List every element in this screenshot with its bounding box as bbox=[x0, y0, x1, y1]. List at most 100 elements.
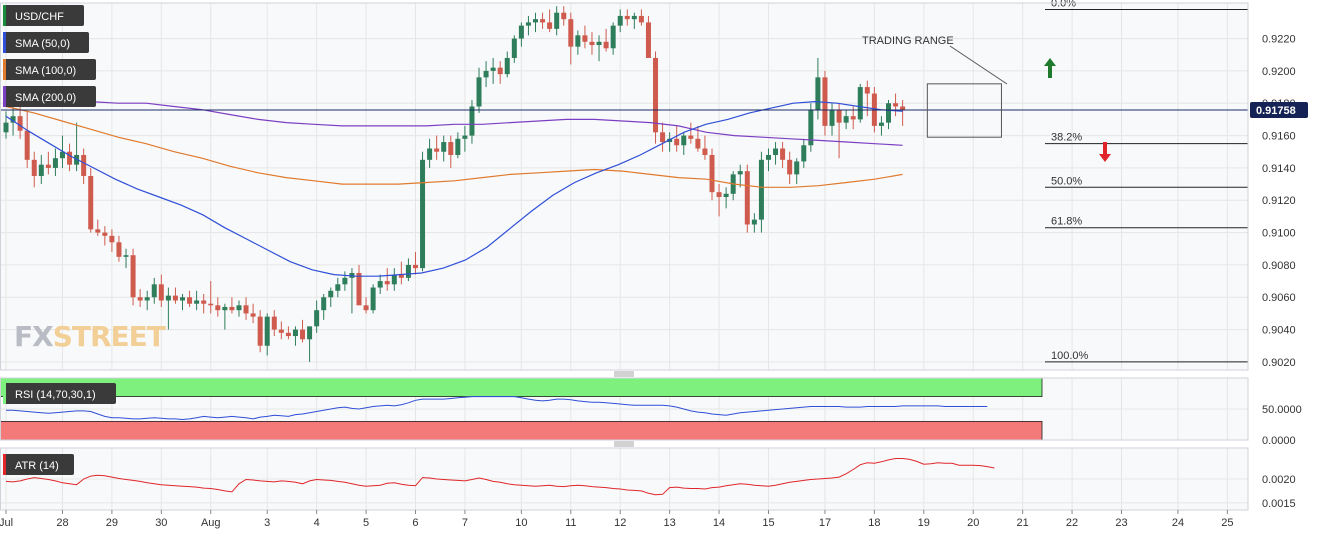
price-tick-label: 0.9200 bbox=[1262, 66, 1296, 78]
time-tick-label: 6 bbox=[412, 517, 418, 529]
candle-body bbox=[554, 12, 560, 29]
time-tick-label: 10 bbox=[515, 517, 527, 529]
breakdown-down-arrow-icon bbox=[1099, 142, 1111, 162]
candle-body bbox=[300, 329, 306, 340]
time-tick-label: Jul bbox=[0, 517, 13, 529]
atr-panel: 0.0020 0.0015 bbox=[0, 447, 1296, 511]
candle-body bbox=[744, 171, 750, 225]
time-tick-label: 25 bbox=[1221, 517, 1233, 529]
rsi-tick-label: 0.0000 bbox=[1262, 435, 1296, 447]
candle-body bbox=[10, 116, 16, 123]
price-tick-label: 0.9100 bbox=[1262, 228, 1296, 240]
candle-body bbox=[123, 255, 129, 257]
candle-body bbox=[702, 148, 708, 155]
candle-body bbox=[45, 164, 51, 168]
candle-body bbox=[709, 154, 715, 193]
time-tick-label: 11 bbox=[565, 517, 576, 529]
candle-body bbox=[476, 77, 482, 107]
candle-body bbox=[758, 159, 764, 220]
candle-body bbox=[695, 138, 701, 149]
candle-body bbox=[836, 109, 842, 123]
time-tick-label: 3 bbox=[264, 517, 270, 529]
candle-body bbox=[568, 19, 574, 47]
candle-body bbox=[561, 12, 567, 20]
time-tick-label: 22 bbox=[1066, 517, 1078, 529]
candle-body bbox=[116, 242, 122, 257]
time-tick-label: 30 bbox=[155, 517, 167, 529]
price-tick-label: 0.9080 bbox=[1262, 260, 1296, 272]
time-tick-label: 4 bbox=[314, 517, 320, 529]
candle-body bbox=[681, 135, 687, 146]
time-tick-label: 14 bbox=[713, 517, 725, 529]
time-tick-label: 7 bbox=[462, 517, 468, 529]
fibonacci-level-label: 0.0% bbox=[1051, 0, 1076, 9]
candle-body bbox=[511, 38, 517, 58]
candle-body bbox=[278, 329, 284, 333]
candle-body bbox=[384, 281, 390, 285]
candle-body bbox=[398, 274, 404, 278]
candle-body bbox=[660, 132, 666, 143]
candle-body bbox=[405, 264, 411, 278]
candle-body bbox=[497, 67, 503, 75]
legend-sma100-badge bbox=[3, 59, 96, 80]
price-tick-label: 0.9120 bbox=[1262, 195, 1296, 207]
candle-body bbox=[808, 109, 814, 146]
candle-body bbox=[645, 22, 651, 58]
candle-body bbox=[603, 41, 609, 49]
candle-body bbox=[878, 122, 884, 126]
candle-body bbox=[250, 313, 256, 317]
candle-body bbox=[850, 116, 856, 120]
legend-atr-label: ATR (14) bbox=[15, 460, 59, 472]
candle-body bbox=[455, 138, 461, 155]
candle-body bbox=[525, 22, 531, 26]
candle-body bbox=[137, 297, 143, 301]
legend-rsi-badge bbox=[3, 383, 116, 404]
price-panel: 0.9020 0.9040 0.9060 0.9080 0.9100 0.9120 0.91… bbox=[0, 0, 1308, 371]
panel-border bbox=[0, 377, 1249, 441]
candle-body bbox=[3, 122, 9, 133]
candle-body bbox=[215, 305, 221, 311]
trading-range-box bbox=[926, 83, 1002, 138]
candle-body bbox=[441, 142, 447, 152]
price-tick-label: 0.9160 bbox=[1262, 131, 1296, 143]
candle-body bbox=[653, 57, 659, 133]
legend-sma200-label: SMA (200,0) bbox=[15, 92, 76, 104]
fibonacci-level-label: 38.2% bbox=[1051, 132, 1082, 144]
rsi-oversold-zone bbox=[0, 420, 1043, 441]
rsi-overbought-zone bbox=[0, 377, 1043, 398]
candle-body bbox=[723, 193, 729, 198]
watermark-fx: FX bbox=[14, 320, 54, 353]
legend-rsi-color-swatch bbox=[3, 383, 6, 404]
candle-body bbox=[780, 148, 786, 160]
candle-body bbox=[165, 295, 171, 301]
time-tick-label: 20 bbox=[967, 517, 979, 529]
time-tick-label: 17 bbox=[819, 517, 831, 529]
legend-sma200-color-swatch bbox=[3, 86, 6, 107]
candle-body bbox=[328, 290, 334, 298]
candle-body bbox=[427, 148, 433, 160]
candle-body bbox=[314, 310, 320, 327]
candle-body bbox=[31, 159, 37, 176]
time-tick-label: 13 bbox=[664, 517, 676, 529]
candle-body bbox=[335, 284, 341, 291]
time-tick-label: 18 bbox=[868, 517, 880, 529]
candle-body bbox=[787, 159, 793, 175]
candle-body bbox=[617, 15, 623, 26]
candle-body bbox=[88, 175, 94, 230]
candle-body bbox=[575, 35, 581, 47]
time-tick-label: 5 bbox=[363, 517, 369, 529]
candle-body bbox=[180, 297, 185, 301]
candle-body bbox=[589, 41, 595, 46]
candle-body bbox=[638, 15, 644, 23]
panel-border bbox=[0, 2, 1249, 371]
candle-body bbox=[688, 135, 694, 139]
candle-body bbox=[158, 284, 164, 301]
legend-atr-color-swatch bbox=[3, 454, 6, 475]
candle-body bbox=[751, 219, 757, 225]
price-tick-label: 0.9140 bbox=[1262, 163, 1296, 175]
time-tick-label: 15 bbox=[762, 517, 774, 529]
candle-body bbox=[773, 148, 779, 155]
time-tick-label: 21 bbox=[1017, 517, 1029, 529]
candle-body bbox=[17, 116, 23, 131]
candle-body bbox=[462, 135, 468, 139]
